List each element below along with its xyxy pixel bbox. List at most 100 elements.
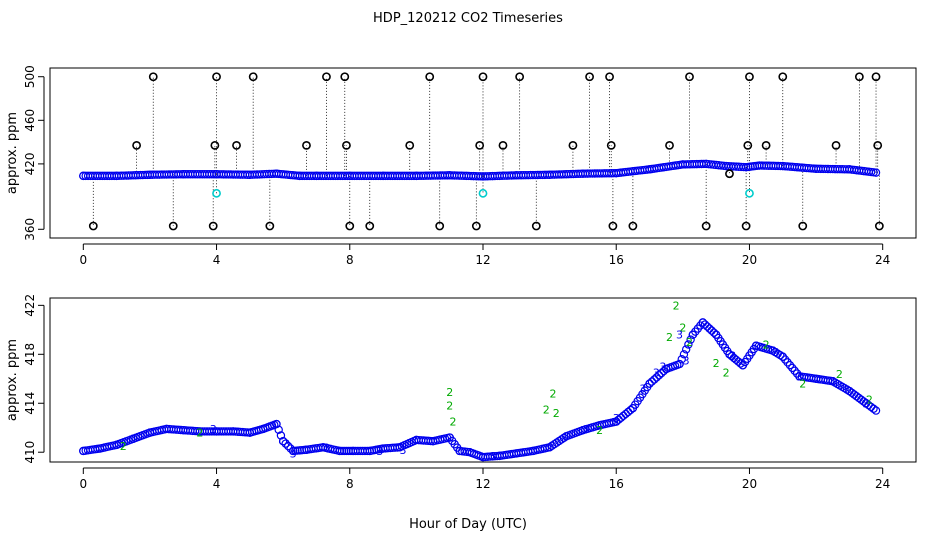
flag-marker: 2 <box>866 394 873 407</box>
bottom-x-tick-label: 8 <box>346 477 354 491</box>
top-x-tick-label: 8 <box>346 253 354 267</box>
top-x-tick-label: 24 <box>875 253 890 267</box>
top-panel: 0 4 8 12 16 20 24 360 420 460 500 approx. ppm <box>5 65 917 267</box>
data-point <box>665 140 674 150</box>
data-point <box>281 439 290 448</box>
data-point <box>248 72 258 82</box>
flag-marker: 2 <box>450 416 457 429</box>
flag-marker: 2 <box>446 386 453 399</box>
data-point <box>686 335 695 344</box>
flag-marker: 3 <box>376 445 383 458</box>
data-point <box>302 445 311 454</box>
data-point <box>605 72 614 82</box>
data-point <box>512 449 521 458</box>
top-x-tick-label: 4 <box>213 253 221 267</box>
data-point <box>445 433 454 442</box>
bottom-y-axis-label: approx. ppm <box>5 339 20 421</box>
data-point <box>559 433 569 443</box>
flag-marker: 3 <box>613 412 620 425</box>
data-point <box>162 424 171 434</box>
data-point <box>721 161 731 171</box>
data-point <box>274 425 283 434</box>
data-point <box>365 446 374 456</box>
data-point <box>661 364 671 374</box>
data-point <box>790 366 799 375</box>
flag-marker: 3 <box>489 450 496 463</box>
data-point <box>854 72 864 82</box>
data-point <box>79 171 88 181</box>
data-point <box>701 159 711 169</box>
top-x-tick-label: 16 <box>609 253 624 267</box>
data-point <box>562 432 571 441</box>
data-point <box>568 140 578 150</box>
data-point <box>738 361 748 370</box>
data-point <box>778 352 787 361</box>
data-point <box>531 221 541 231</box>
top-x-tick-label: 20 <box>742 253 757 267</box>
data-point <box>788 363 797 373</box>
data-point <box>228 427 238 436</box>
data-point <box>515 72 525 82</box>
data-point <box>709 328 719 337</box>
flag-marker: 3 <box>290 447 297 460</box>
top-y-axis: 360 420 460 500 <box>23 65 45 241</box>
data-point <box>684 340 693 349</box>
data-point <box>112 171 121 181</box>
flag-marker: 3 <box>653 367 660 380</box>
data-point <box>478 188 488 198</box>
data-point <box>210 140 220 150</box>
data-point <box>378 444 388 453</box>
data-point <box>276 431 286 440</box>
top-x-tick-label: 0 <box>79 253 87 267</box>
data-point <box>626 405 635 415</box>
data-point <box>245 170 255 179</box>
flag-marker: 2 <box>763 339 770 352</box>
data-point <box>741 221 751 231</box>
data-point <box>148 72 158 82</box>
data-point <box>212 188 221 198</box>
top-x-tick-label: 12 <box>475 253 490 267</box>
flag-marker: 2 <box>196 427 203 440</box>
data-point <box>745 188 754 198</box>
flag-marker: 3 <box>270 419 277 432</box>
data-point <box>675 359 684 369</box>
bottom-x-axis: 0 4 8 12 16 20 24 <box>79 467 890 491</box>
top-data-marks <box>79 72 884 231</box>
data-point <box>608 221 618 231</box>
data-point <box>212 427 221 436</box>
data-point <box>495 451 504 461</box>
data-point <box>425 72 435 82</box>
data-point <box>528 446 538 456</box>
data-point <box>312 171 321 181</box>
flag-marker: 3 <box>583 423 590 436</box>
data-point <box>405 140 415 150</box>
flag-marker: 2 <box>799 378 806 391</box>
data-point <box>112 440 121 450</box>
data-point <box>861 399 871 408</box>
flag-marker: 3 <box>683 354 690 367</box>
data-point <box>395 443 404 452</box>
data-point <box>647 377 657 386</box>
data-point <box>365 221 375 231</box>
data-point <box>445 171 454 180</box>
flag-marker: 2 <box>713 357 720 370</box>
flag-marker: 3 <box>639 383 646 396</box>
data-point <box>179 425 188 435</box>
data-point <box>318 443 328 452</box>
flag-marker: 2 <box>446 400 453 413</box>
data-point <box>245 428 255 437</box>
data-point <box>751 341 761 350</box>
flag-marker: 3 <box>863 397 870 410</box>
flag-marker: 3 <box>659 361 666 374</box>
data-point <box>780 355 790 364</box>
flag-marker: 3 <box>796 370 803 383</box>
data-point <box>455 446 464 456</box>
data-point <box>755 161 764 170</box>
data-point <box>258 424 268 434</box>
data-point <box>95 444 105 453</box>
data-point <box>711 330 721 339</box>
top-y-tick-label: 360 <box>23 218 37 241</box>
data-point <box>272 419 281 429</box>
data-point <box>475 140 485 150</box>
